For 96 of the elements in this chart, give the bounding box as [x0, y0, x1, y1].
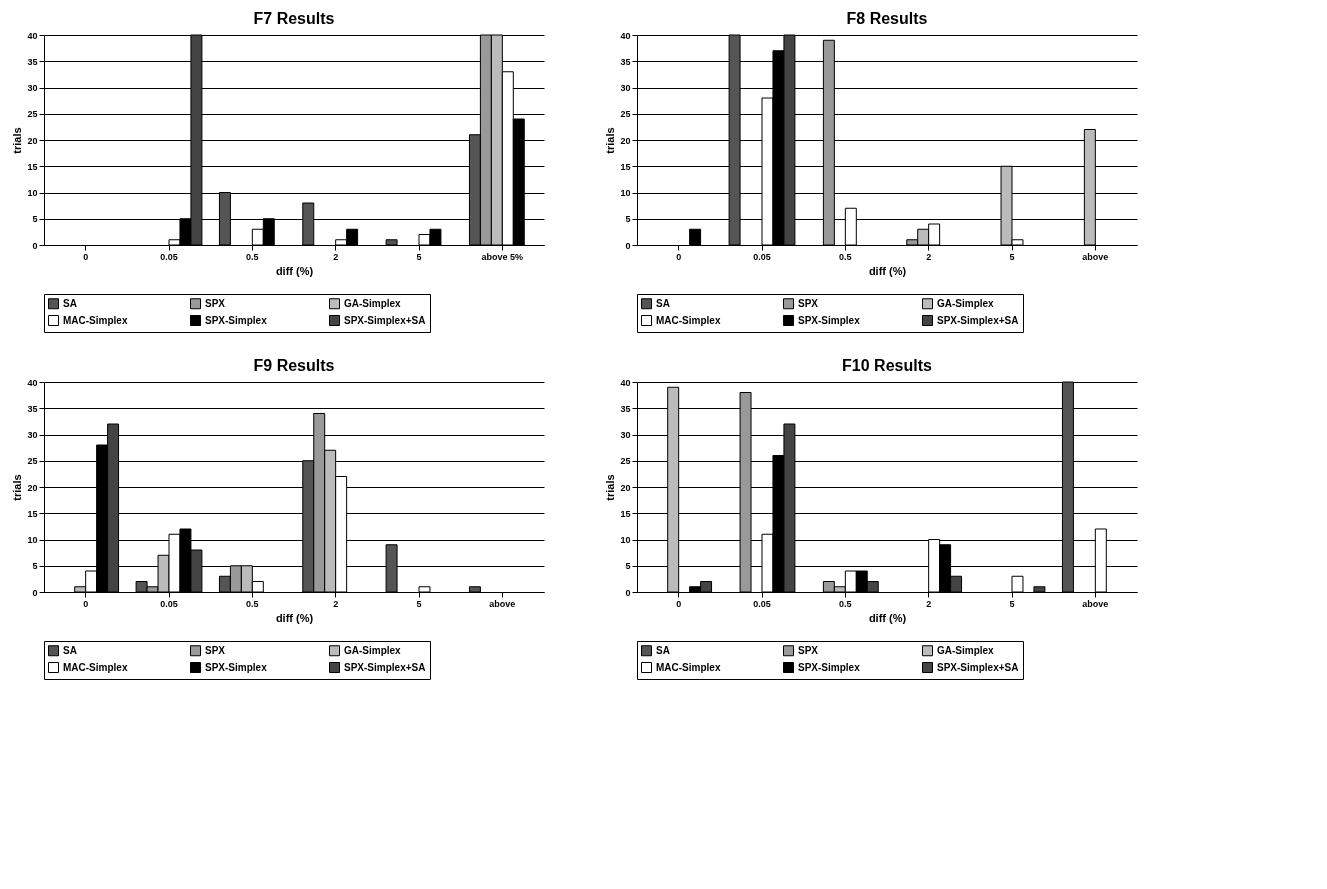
y-tick-label: 40	[27, 377, 38, 388]
x-axis-title: diff (%)	[868, 264, 907, 277]
y-tick-label: 25	[620, 109, 631, 120]
legend-label: MAC-Simplex	[63, 314, 128, 326]
y-tick-label: 5	[32, 561, 38, 572]
chart-title: F7 Results	[253, 10, 335, 27]
legend-label: SPX-Simplex+SA	[344, 661, 426, 673]
x-tick-label: 0	[83, 251, 89, 262]
y-axis-title: trials	[11, 127, 24, 154]
legend-label: GA-Simplex	[937, 297, 995, 309]
y-axis-title: trials	[11, 474, 24, 501]
legend-label: MAC-Simplex	[656, 661, 721, 673]
x-tick-label: 0	[676, 251, 682, 262]
legend-label: SA	[656, 644, 670, 656]
y-tick-label: 25	[27, 456, 38, 467]
y-tick-label: 20	[27, 135, 38, 146]
y-tick-label: 10	[620, 188, 631, 198]
y-tick-label: 0	[32, 240, 38, 251]
y-tick-label: 0	[625, 240, 631, 251]
y-tick-label: 5	[625, 561, 631, 572]
legend-label: SPX-Simplex	[205, 314, 268, 326]
y-tick-label: 25	[620, 456, 631, 467]
y-tick-label: 20	[27, 482, 38, 493]
legend-label: GA-Simplex	[937, 644, 995, 656]
y-tick-label: 30	[620, 83, 631, 93]
x-tick-label: 0.05	[160, 598, 178, 609]
x-tick-label: 0	[83, 598, 89, 609]
legend-label: GA-Simplex	[344, 644, 402, 656]
x-tick-label: 0.5	[246, 598, 259, 609]
y-tick-label: 15	[620, 508, 631, 519]
y-tick-label: 5	[625, 214, 631, 225]
legend-label: SPX	[798, 644, 819, 656]
y-tick-label: 35	[27, 56, 38, 67]
y-axis-title: trials	[604, 474, 617, 501]
legend-label: SPX	[798, 297, 819, 309]
legend-label: GA-Simplex	[344, 297, 402, 309]
chart-title: F10 Results	[842, 357, 933, 374]
x-tick-label: 2	[926, 598, 932, 609]
legend-label: SPX	[205, 297, 226, 309]
x-tick-label: 0.05	[160, 251, 178, 262]
x-tick-label: above	[1082, 251, 1109, 262]
x-tick-label: 5	[416, 598, 422, 609]
y-tick-label: 40	[620, 377, 631, 388]
y-tick-label: 30	[620, 430, 631, 440]
x-tick-label: 5	[1009, 598, 1015, 609]
legend-label: SPX	[205, 644, 226, 656]
legend-label: SPX-Simplex	[798, 661, 861, 673]
y-axis-title: trials	[604, 127, 617, 154]
legend-label: SA	[63, 644, 77, 656]
legend-label: SA	[63, 297, 77, 309]
legend-label: SA	[656, 297, 670, 309]
y-tick-label: 10	[620, 535, 631, 545]
y-tick-label: 5	[32, 214, 38, 225]
y-tick-label: 40	[620, 30, 631, 41]
y-tick-label: 0	[32, 587, 38, 598]
legend-label: SPX-Simplex	[798, 314, 861, 326]
y-tick-label: 40	[27, 30, 38, 41]
y-tick-label: 20	[620, 482, 631, 493]
x-tick-label: 5	[416, 251, 422, 262]
legend-label: SPX-Simplex+SA	[937, 314, 1019, 326]
x-tick-label: above	[489, 598, 516, 609]
legend-label: SPX-Simplex+SA	[344, 314, 426, 326]
y-tick-label: 35	[27, 403, 38, 414]
y-tick-label: 15	[27, 161, 38, 172]
x-tick-label: 0.5	[246, 251, 259, 262]
y-tick-label: 30	[27, 83, 38, 93]
x-tick-label: above	[1082, 598, 1109, 609]
x-axis-title: diff (%)	[868, 611, 907, 624]
x-tick-label: 5	[1009, 251, 1015, 262]
x-tick-label: 0.05	[753, 251, 771, 262]
x-tick-label: 2	[333, 251, 339, 262]
x-tick-label: 0.5	[839, 251, 852, 262]
x-axis-title: diff (%)	[275, 264, 314, 277]
y-tick-label: 20	[620, 135, 631, 146]
legend-label: MAC-Simplex	[656, 314, 721, 326]
y-tick-label: 35	[620, 403, 631, 414]
chart-title: F9 Results	[253, 357, 335, 374]
legend-label: SPX-Simplex+SA	[937, 661, 1019, 673]
x-tick-label: 0	[676, 598, 682, 609]
legend-label: SPX-Simplex	[205, 661, 268, 673]
legend-label: MAC-Simplex	[63, 661, 128, 673]
x-tick-label: 0.05	[753, 598, 771, 609]
x-tick-label: 0.5	[839, 598, 852, 609]
x-tick-label: 2	[333, 598, 339, 609]
x-tick-label: above 5%	[481, 251, 524, 262]
y-tick-label: 35	[620, 56, 631, 67]
y-tick-label: 15	[27, 508, 38, 519]
x-tick-label: 2	[926, 251, 932, 262]
chart-title: F8 Results	[846, 10, 928, 27]
x-axis-title: diff (%)	[275, 611, 314, 624]
y-tick-label: 15	[620, 161, 631, 172]
y-tick-label: 10	[27, 535, 38, 545]
y-tick-label: 0	[625, 587, 631, 598]
y-tick-label: 25	[27, 109, 38, 120]
y-tick-label: 10	[27, 188, 38, 198]
y-tick-label: 30	[27, 430, 38, 440]
